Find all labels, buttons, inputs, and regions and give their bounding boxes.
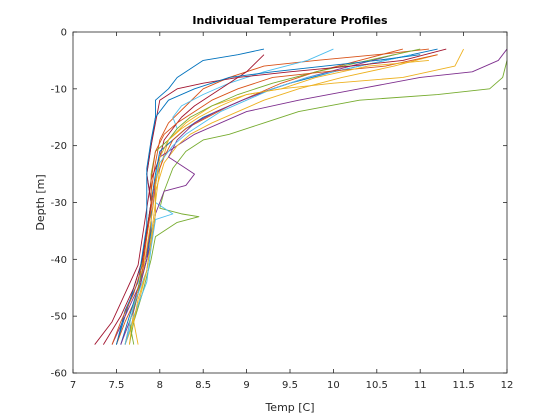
profile-line-14 bbox=[102, 48, 447, 345]
y-tick-label: -50 bbox=[51, 312, 67, 323]
y-axis-label: Depth [m] bbox=[34, 174, 47, 230]
y-tick-label: -10 bbox=[51, 84, 67, 95]
y-tick-label: 0 bbox=[61, 28, 67, 39]
profile-line-5 bbox=[128, 60, 508, 345]
profile-line-10 bbox=[128, 54, 438, 345]
x-tick-label: 10.5 bbox=[366, 380, 388, 391]
profile-line-7 bbox=[94, 54, 265, 345]
profile-line-17 bbox=[133, 59, 429, 345]
y-tick-label: -60 bbox=[51, 369, 67, 380]
x-axis-label: Temp [C] bbox=[264, 401, 314, 414]
y-tick-label: -30 bbox=[51, 198, 67, 209]
series-layer bbox=[94, 48, 508, 345]
x-tick-label: 9 bbox=[243, 380, 249, 391]
profile-line-16 bbox=[111, 54, 438, 345]
profile-line-3 bbox=[124, 48, 465, 345]
y-tick-label: -20 bbox=[51, 141, 67, 152]
profile-line-15 bbox=[115, 54, 421, 345]
x-tick-label: 7.5 bbox=[108, 380, 124, 391]
x-tick-label: 9.5 bbox=[282, 380, 298, 391]
x-tick-label: 11 bbox=[414, 380, 427, 391]
x-tick-label: 8.5 bbox=[195, 380, 211, 391]
y-tick-label: -40 bbox=[51, 255, 67, 266]
y-axis: 0 -10 -20 -30 -40 -50 -60 bbox=[51, 28, 507, 380]
x-tick-label: 8 bbox=[157, 380, 163, 391]
x-tick-label: 11.5 bbox=[452, 380, 474, 391]
x-tick-label: 12 bbox=[501, 380, 514, 391]
x-tick-label: 10 bbox=[327, 380, 340, 391]
x-axis: 7 7.5 8 8.5 9 9.5 10 10.5 11 11.5 12 bbox=[70, 32, 514, 391]
x-tick-label: 7 bbox=[70, 380, 76, 391]
chart-title: Individual Temperature Profiles bbox=[192, 14, 388, 27]
plot-area bbox=[73, 32, 507, 373]
